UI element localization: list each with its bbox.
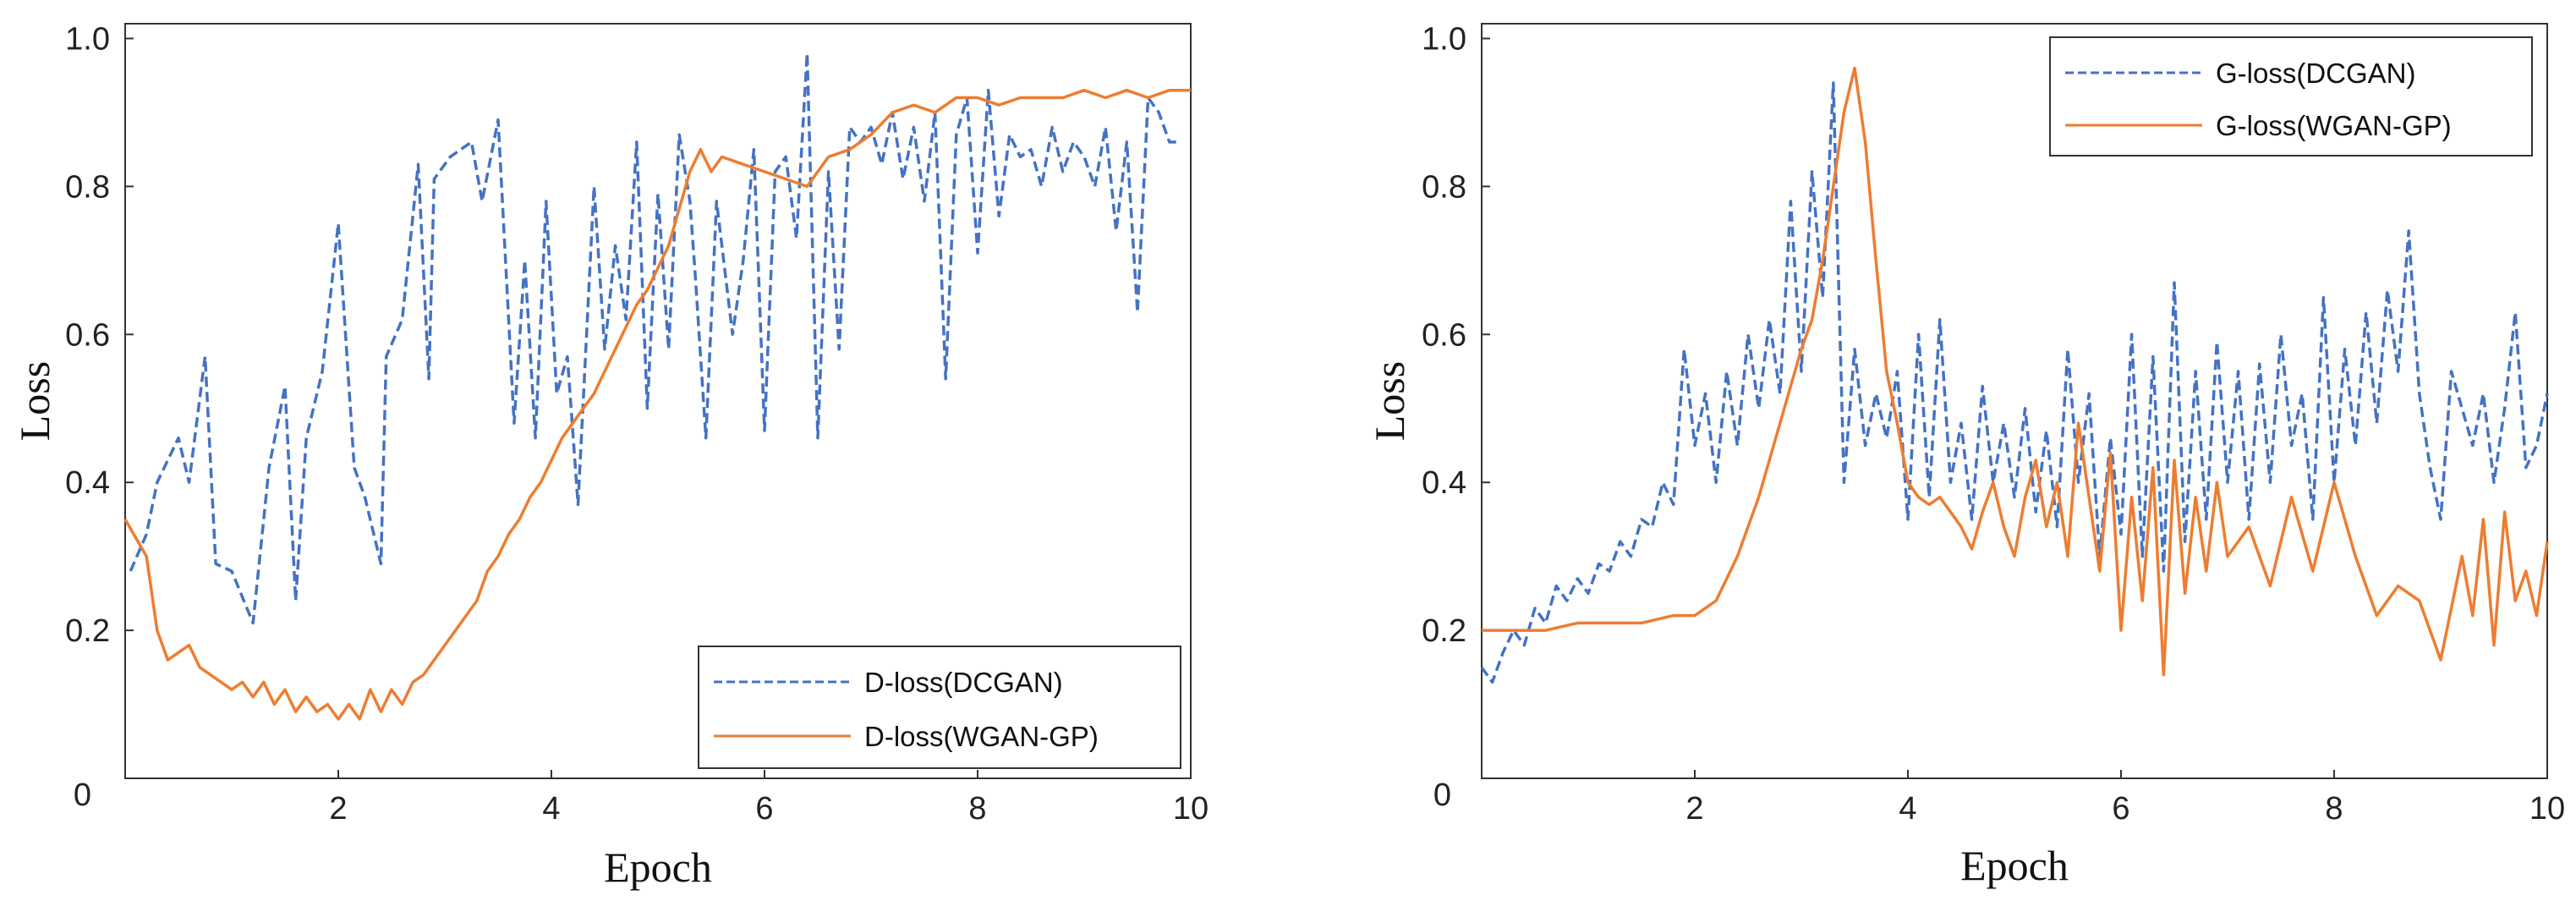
y-tick-label: 1.0 (65, 21, 110, 57)
x-tick-label: 2 (1685, 791, 1703, 827)
legend-label-g-loss-wgan-gp: G-loss(WGAN-GP) (2216, 110, 2452, 141)
x-tick-label: 4 (542, 791, 560, 827)
y-tick-label: 0.2 (65, 613, 110, 649)
legend: G-loss(DCGAN) G-loss(WGAN-GP) (2049, 36, 2533, 157)
x-tick-label: 10 (1173, 791, 1209, 827)
x-tick-label: 6 (2112, 791, 2129, 827)
origin-label: 0 (74, 777, 91, 813)
y-tick-label: 0.8 (1422, 169, 1466, 205)
origin-label: 0 (1433, 777, 1451, 813)
series-line-d-loss-dcgan (129, 52, 1181, 625)
series-line-g-loss-dcgan (1480, 81, 2549, 684)
legend-label-d-loss-dcgan: D-loss(DCGAN) (864, 667, 1063, 698)
chart-marks: 2 4 6 8 10 0.2 0.4 0.6 0.8 1.0 (65, 21, 1209, 827)
legend-box (698, 646, 1181, 769)
x-tick-label: 8 (968, 791, 986, 827)
y-tick-label: 0.4 (1422, 465, 1466, 501)
y-tick-label: 0.2 (1422, 613, 1466, 649)
y-axis-label: Loss (1366, 361, 1413, 441)
x-axis-label: Epoch (1960, 842, 2069, 889)
y-tick-label: 1.0 (1422, 21, 1466, 57)
legend-box (2049, 36, 2533, 157)
legend-label-g-loss-dcgan: G-loss(DCGAN) (2216, 58, 2416, 89)
chart-d-loss: 2 4 6 8 10 0.2 0.4 0.6 0.8 1.0 Loss Epoch 0 D-los… (11, 21, 1209, 891)
y-tick-label: 0.4 (65, 465, 110, 501)
y-tick-label: 0.8 (65, 169, 110, 205)
y-tick-label: 0.6 (65, 317, 110, 353)
y-tick-label: 0.6 (1422, 317, 1466, 353)
x-tick-label: 6 (755, 791, 773, 827)
series-line-g-loss-wgan-gp (1482, 66, 2549, 677)
series-line-d-loss-wgan-gp (123, 88, 1191, 721)
x-tick-label: 2 (329, 791, 347, 827)
legend-label-d-loss-wgan-gp: D-loss(WGAN-GP) (864, 721, 1099, 752)
x-axis-label: Epoch (604, 843, 712, 891)
x-tick-label: 10 (2529, 791, 2565, 827)
y-axis-label: Loss (11, 361, 58, 441)
x-tick-label: 4 (1899, 791, 1916, 827)
chart-marks: 2 4 6 8 10 0.2 0.4 0.6 0.8 1.0 (1422, 21, 2565, 827)
legend: D-loss(DCGAN) D-loss(WGAN-GP) (698, 646, 1181, 769)
x-tick-label: 8 (2325, 791, 2343, 827)
chart-g-loss: 2 4 6 8 10 0.2 0.4 0.6 0.8 1.0 Loss Epoch 0 G-los… (1366, 21, 2565, 889)
